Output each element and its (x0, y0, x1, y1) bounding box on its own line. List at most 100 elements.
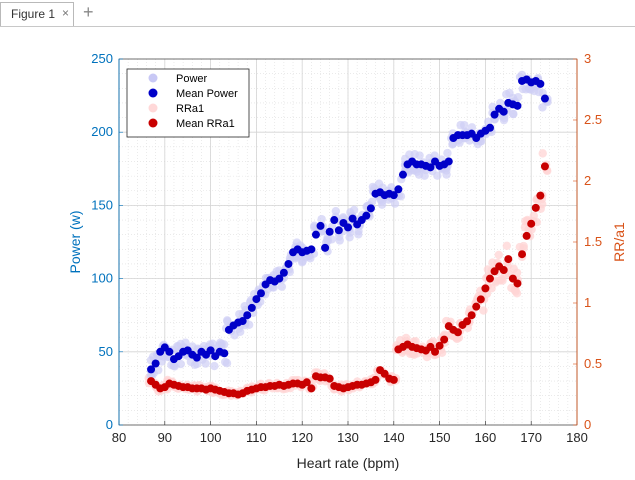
y-right-tick-label: 1.5 (584, 234, 602, 249)
legend-marker-mean-rra1 (148, 118, 158, 128)
power-point (420, 171, 429, 180)
power-point (430, 151, 439, 160)
legend-label-mean-power: Mean Power (176, 88, 238, 100)
figure-canvas: 80 90 100 110 120 130 140 150 160 170 180 0 50 100 15… (0, 26, 635, 475)
mean-rra1-point (302, 378, 311, 387)
y-right-tick-label: 0.5 (584, 356, 602, 371)
mean-power-point (192, 353, 201, 362)
y-right-tick-label: 2 (584, 173, 591, 188)
power-point (176, 359, 186, 369)
power-point (277, 282, 287, 291)
y-left-tick-label: 250 (91, 51, 113, 66)
legend-label-power: Power (176, 73, 208, 85)
mean-rra1-point (522, 231, 531, 240)
rra1-point (538, 149, 547, 158)
mean-power-point (362, 211, 371, 220)
power-point (467, 123, 477, 132)
mean-rra1-point (485, 274, 494, 283)
x-tick-label: 180 (566, 430, 588, 445)
mean-power-point (220, 349, 229, 358)
power-point (387, 183, 396, 192)
power-point (456, 120, 465, 130)
mean-power-point (316, 221, 325, 230)
mean-power-point (206, 346, 215, 355)
mean-rra1-point (531, 203, 540, 212)
mean-rra1-point (431, 347, 440, 356)
x-tick-label: 110 (246, 430, 267, 445)
mean-power-point (330, 216, 339, 225)
power-point (210, 361, 219, 371)
mean-power-point (275, 274, 284, 283)
rra1-point (511, 287, 520, 296)
power-point (331, 206, 341, 216)
mean-power-point (311, 230, 320, 239)
y-axis-left: 0 50 100 150 200 250 (91, 51, 123, 432)
power-point (181, 338, 190, 347)
mean-power-point (398, 170, 407, 179)
rra1-point (502, 241, 512, 250)
mean-power-point (147, 365, 156, 374)
rra1-point (527, 225, 536, 234)
rra1-point (497, 274, 506, 284)
power-point (534, 87, 544, 97)
mean-rra1-point (389, 375, 398, 384)
legend-marker-rra1 (148, 103, 158, 113)
x-axis: 80 90 100 110 120 130 140 150 160 170 180 (112, 421, 588, 445)
rra1-point (529, 211, 539, 220)
power-point (219, 340, 229, 349)
rra1-point (494, 250, 503, 260)
legend-label-mean-rra1: Mean RRa1 (176, 118, 235, 130)
mean-power-point (252, 295, 261, 304)
figure-tab-bar: Figure 1 × + (0, 0, 635, 27)
tab-figure-1[interactable]: Figure 1 × (0, 2, 74, 26)
mean-power-point (444, 157, 453, 166)
power-point (509, 109, 518, 119)
add-tab-icon[interactable]: + (83, 2, 94, 22)
mean-rra1-point (536, 191, 545, 200)
mean-power-point (394, 185, 403, 194)
mean-rra1-point (467, 311, 476, 320)
y-left-tick-label: 100 (91, 271, 113, 286)
y-right-tick-label: 1 (584, 295, 591, 310)
mean-rra1-point (453, 328, 462, 337)
power-point (377, 200, 387, 209)
mean-rra1-point (472, 302, 481, 311)
x-tick-label: 90 (158, 430, 172, 445)
tab-label: Figure 1 (11, 7, 56, 21)
mean-rra1-point (325, 374, 334, 383)
power-point (415, 151, 424, 160)
mean-power-point (321, 243, 330, 252)
mean-power-point (366, 204, 375, 213)
close-icon[interactable]: × (62, 6, 70, 20)
mean-power-point (307, 245, 316, 254)
rra1-point (479, 306, 488, 315)
mean-power-point (325, 227, 334, 236)
power-point (169, 361, 178, 370)
mean-power-point (426, 163, 435, 172)
mean-power-point (348, 214, 357, 223)
power-point (443, 148, 452, 158)
mean-rra1-point (499, 266, 508, 275)
mean-power-point (151, 359, 160, 368)
mean-power-point (499, 107, 508, 116)
mean-rra1-point (513, 279, 522, 288)
legend-box (126, 68, 250, 138)
x-axis-label: Heart rate (bpm) (297, 455, 400, 471)
mean-power-point (284, 259, 293, 268)
power-point (390, 199, 400, 208)
mean-power-point (485, 123, 494, 132)
mean-power-point (279, 268, 288, 277)
power-point (367, 197, 377, 207)
x-tick-label: 100 (200, 430, 222, 445)
x-tick-label: 120 (291, 430, 313, 445)
power-point (317, 214, 326, 224)
mean-power-point (256, 289, 265, 298)
power-point (513, 92, 523, 102)
power-point (201, 359, 210, 368)
power-point (354, 230, 363, 239)
power-point (272, 267, 281, 276)
mean-power-point (490, 110, 499, 119)
y-right-tick-label: 0 (584, 417, 591, 432)
rra1-point (512, 268, 522, 277)
mean-power-point (540, 94, 549, 103)
